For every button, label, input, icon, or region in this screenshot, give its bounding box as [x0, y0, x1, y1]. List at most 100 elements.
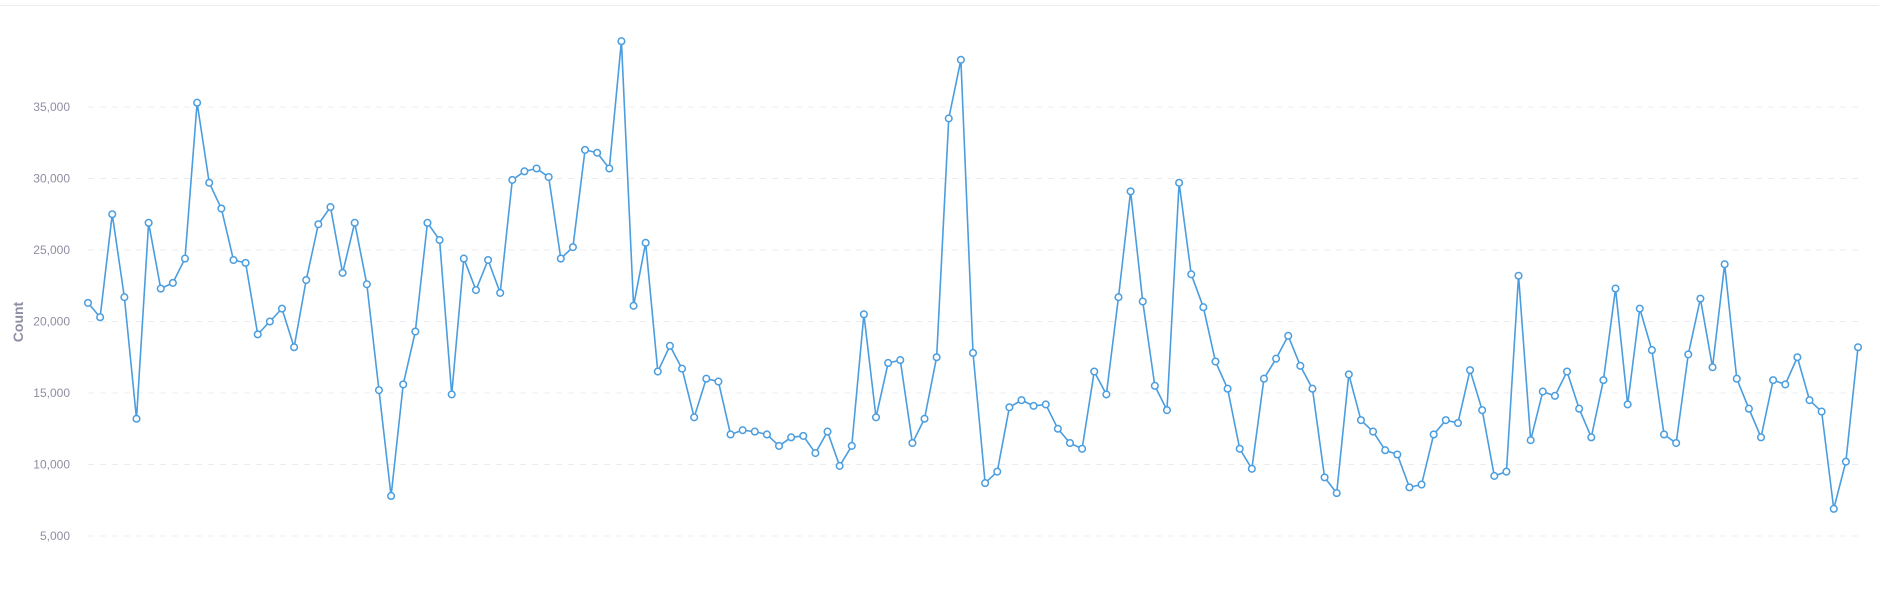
data-point[interactable] — [205, 178, 214, 187]
data-point[interactable] — [714, 377, 723, 386]
data-point[interactable] — [1175, 178, 1184, 187]
data-point[interactable] — [1829, 504, 1838, 513]
data-point[interactable] — [1575, 404, 1584, 413]
data-point[interactable] — [1611, 284, 1620, 293]
data-point[interactable] — [1805, 396, 1814, 405]
data-point[interactable] — [859, 310, 868, 319]
data-point[interactable] — [726, 430, 735, 439]
data-point[interactable] — [677, 364, 687, 373]
data-point[interactable] — [1478, 406, 1487, 415]
data-point[interactable] — [229, 255, 238, 265]
data-point[interactable] — [1562, 367, 1572, 376]
data-point[interactable] — [932, 353, 941, 362]
data-point[interactable] — [1756, 433, 1766, 442]
data-point[interactable] — [581, 145, 590, 154]
data-point[interactable] — [1150, 381, 1159, 390]
data-point[interactable] — [1417, 480, 1426, 489]
data-point[interactable] — [156, 284, 165, 293]
data-point[interactable] — [896, 356, 905, 365]
data-point[interactable] — [738, 426, 747, 435]
data-point[interactable] — [120, 293, 129, 302]
data-point[interactable] — [520, 167, 529, 176]
data-point[interactable] — [884, 358, 893, 368]
data-point[interactable] — [1369, 427, 1378, 436]
data-point[interactable] — [1732, 374, 1741, 383]
data-point[interactable] — [193, 98, 202, 107]
data-point[interactable] — [1514, 271, 1523, 280]
data-point[interactable] — [1647, 346, 1656, 355]
data-point[interactable] — [1053, 424, 1062, 433]
data-point[interactable] — [1853, 343, 1863, 352]
data-point[interactable] — [1381, 446, 1390, 455]
data-point[interactable] — [399, 380, 408, 389]
data-point[interactable] — [1005, 403, 1014, 412]
data-point[interactable] — [387, 491, 396, 501]
data-point[interactable] — [1526, 436, 1535, 445]
data-point[interactable] — [1235, 444, 1244, 453]
data-point[interactable] — [1841, 457, 1850, 466]
data-point[interactable] — [265, 317, 274, 326]
data-point[interactable] — [1441, 416, 1450, 425]
data-point[interactable] — [920, 414, 929, 423]
data-point[interactable] — [605, 164, 614, 173]
data-point[interactable] — [1102, 390, 1111, 399]
data-point[interactable] — [1344, 370, 1353, 379]
data-point[interactable] — [1078, 444, 1087, 453]
data-point[interactable] — [1769, 376, 1778, 385]
data-point[interactable] — [1090, 367, 1099, 376]
data-point[interactable] — [374, 386, 384, 395]
data-point[interactable] — [302, 275, 311, 285]
data-point[interactable] — [1259, 374, 1269, 383]
data-point[interactable] — [1587, 433, 1596, 442]
data-point[interactable] — [1696, 294, 1705, 303]
data-point[interactable] — [1672, 439, 1681, 448]
data-point[interactable] — [1659, 430, 1669, 439]
data-point[interactable] — [1017, 396, 1026, 405]
data-point[interactable] — [1065, 439, 1075, 448]
data-point[interactable] — [1223, 384, 1232, 393]
data-point[interactable] — [1162, 406, 1172, 415]
data-point[interactable] — [217, 204, 226, 213]
data-point[interactable] — [1320, 473, 1329, 482]
data-point[interactable] — [981, 479, 990, 488]
data-point[interactable] — [1284, 331, 1293, 340]
data-point[interactable] — [944, 114, 953, 123]
data-point[interactable] — [665, 341, 674, 350]
data-point[interactable] — [799, 431, 808, 440]
data-point[interactable] — [1356, 416, 1365, 425]
data-point[interactable] — [908, 439, 917, 448]
data-point[interactable] — [83, 298, 93, 307]
data-point[interactable] — [471, 285, 481, 295]
data-point[interactable] — [1623, 400, 1632, 409]
data-point[interactable] — [1041, 400, 1050, 409]
data-point[interactable] — [544, 173, 553, 182]
data-point[interactable] — [435, 235, 444, 245]
data-point[interactable] — [496, 288, 505, 297]
data-point[interactable] — [338, 268, 347, 277]
data-point[interactable] — [411, 327, 420, 336]
data-point[interactable] — [314, 220, 323, 229]
data-point[interactable] — [108, 210, 117, 219]
data-point[interactable] — [350, 218, 359, 227]
data-point[interactable] — [1453, 418, 1462, 428]
data-point[interactable] — [811, 449, 820, 458]
data-point[interactable] — [132, 414, 141, 423]
data-point[interactable] — [568, 243, 577, 252]
data-point[interactable] — [1817, 407, 1826, 416]
data-point[interactable] — [290, 343, 299, 352]
data-point[interactable] — [956, 55, 965, 64]
data-point[interactable] — [1199, 303, 1208, 312]
data-point[interactable] — [277, 304, 287, 313]
data-point[interactable] — [1405, 483, 1414, 492]
data-point[interactable] — [1029, 401, 1038, 410]
data-point[interactable] — [617, 37, 626, 46]
data-point[interactable] — [1211, 357, 1220, 366]
data-point[interactable] — [1296, 361, 1305, 370]
data-point[interactable] — [168, 278, 177, 287]
data-point[interactable] — [1635, 304, 1644, 313]
data-point[interactable] — [1781, 380, 1790, 389]
data-point[interactable] — [1466, 366, 1475, 375]
data-point[interactable] — [1126, 187, 1135, 196]
data-point[interactable] — [253, 330, 262, 339]
data-point[interactable] — [1247, 464, 1256, 473]
